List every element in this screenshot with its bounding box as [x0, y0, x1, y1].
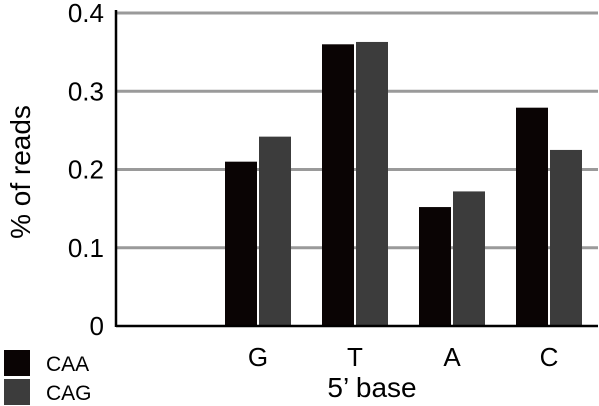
y-tick-label: 0.4 [68, 0, 104, 28]
bar-caa-g [225, 161, 257, 326]
bars [225, 41, 582, 327]
bar-caa-t [322, 44, 354, 327]
y-tick-label: 0.2 [68, 155, 104, 185]
x-tick-label: G [248, 342, 268, 372]
bar-caa-c [516, 107, 548, 327]
y-tick-label: 0.1 [68, 233, 104, 263]
bar-cag-a [453, 191, 485, 326]
bar-cag-c [550, 149, 582, 326]
y-axis-title: % of reads [5, 105, 36, 239]
legend: CAA CAG [4, 350, 92, 405]
x-tick-label: A [443, 342, 461, 372]
y-tick-label: 0 [90, 311, 104, 341]
y-tick-labels: 0 0.1 0.2 0.3 0.4 [68, 0, 104, 341]
legend-label-cag: CAG [46, 382, 92, 405]
bar-cag-t [356, 41, 388, 326]
legend-label-caa: CAA [46, 353, 89, 376]
x-tick-label: T [347, 342, 363, 372]
legend-swatch-cag [4, 379, 30, 405]
bar-caa-a [419, 207, 451, 326]
x-axis-title: 5’ base [327, 372, 416, 403]
x-tick-label: C [540, 342, 559, 372]
bar-cag-g [259, 136, 291, 326]
legend-swatch-caa [4, 350, 30, 376]
y-tick-label: 0.3 [68, 76, 104, 106]
